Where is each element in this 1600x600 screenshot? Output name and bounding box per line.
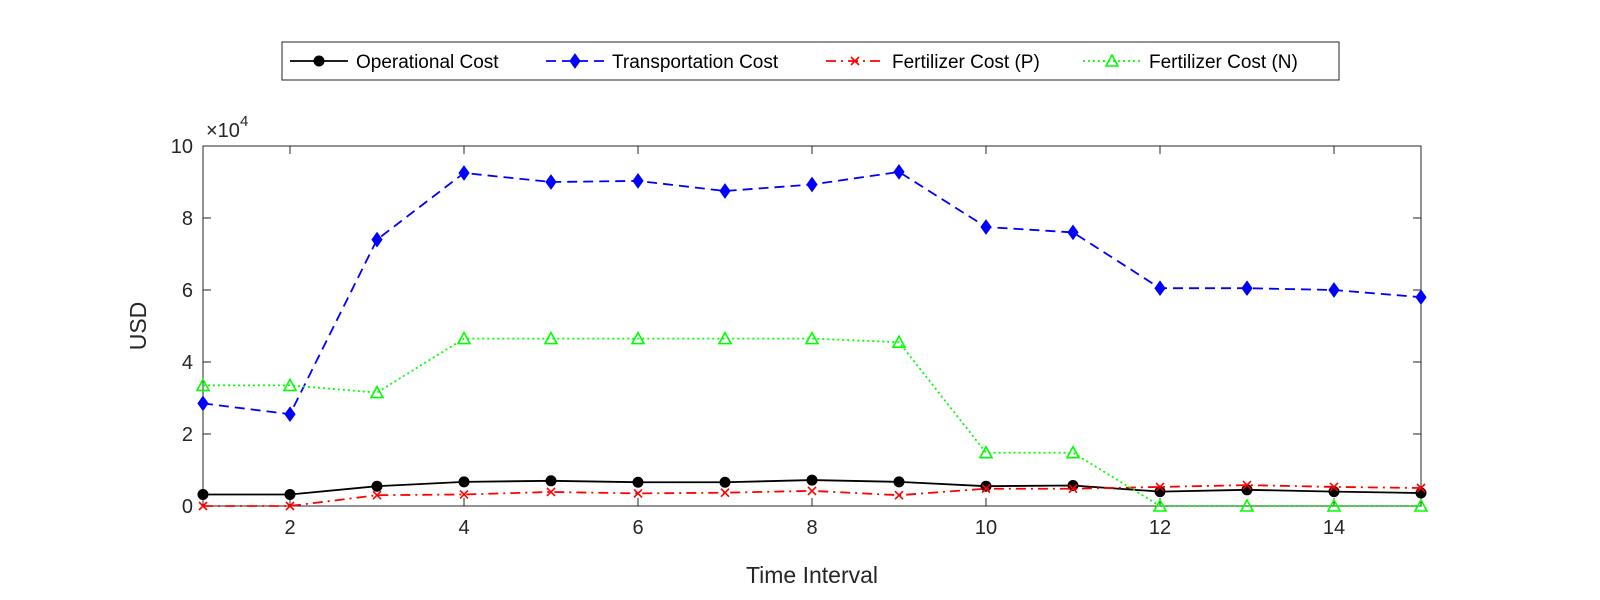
data-point-fertilizer-cost-n (891, 334, 907, 349)
data-point-transportation-cost (458, 165, 470, 181)
data-point-fertilizer-cost-p (546, 487, 556, 497)
plot-area (202, 145, 1422, 507)
legend-marker (569, 53, 581, 69)
data-point-operational-cost (893, 476, 905, 488)
data-point-transportation-cost (980, 219, 992, 235)
data-point-fertilizer-cost-n (195, 377, 211, 392)
x-tick-label: 8 (806, 517, 817, 539)
data-point-fertilizer-cost-p (633, 488, 643, 498)
x-tick-label: 10 (975, 517, 997, 539)
data-point-transportation-cost (719, 183, 731, 199)
x-tick-label: 4 (458, 517, 469, 539)
x-tick-label: 14 (1323, 517, 1345, 539)
y-tick-label: 4 (182, 352, 193, 374)
data-point-transportation-cost (284, 406, 296, 423)
data-point-fertilizer-cost-n (630, 330, 646, 345)
data-point-fertilizer-cost-n (717, 330, 733, 345)
data-point-fertilizer-cost-p (1329, 482, 1339, 492)
legend-box (281, 41, 1340, 81)
data-point-transportation-cost (1154, 280, 1166, 297)
data-point-fertilizer-cost-n (369, 384, 385, 399)
data-point-operational-cost (371, 480, 383, 492)
data-point-fertilizer-cost-n (456, 330, 472, 345)
data-point-transportation-cost (1415, 289, 1427, 306)
data-point-fertilizer-cost-p (372, 490, 382, 500)
data-point-fertilizer-cost-p (807, 486, 817, 496)
legend-marker (1104, 53, 1120, 67)
data-point-fertilizer-cost-p (1155, 482, 1165, 492)
legend-label: Transportation Cost (612, 52, 779, 73)
data-point-transportation-cost (893, 164, 905, 180)
data-point-fertilizer-cost-p (720, 488, 730, 498)
data-point-transportation-cost (1328, 282, 1340, 298)
data-point-fertilizer-cost-n (1065, 445, 1081, 459)
x-tick-label: 12 (1149, 517, 1171, 539)
x-axis-label: Time Interval (746, 562, 878, 588)
data-point-fertilizer-cost-p (198, 501, 208, 511)
data-point-fertilizer-cost-n (804, 330, 820, 345)
data-point-fertilizer-cost-p (1242, 480, 1252, 490)
y-exponent-base: ×10 (206, 120, 240, 142)
data-point-transportation-cost (545, 174, 557, 190)
data-point-fertilizer-cost-n (543, 330, 559, 345)
y-tick-label: 8 (182, 208, 193, 230)
x-tick-label: 2 (284, 517, 295, 539)
data-point-fertilizer-cost-p (1068, 484, 1078, 494)
data-point-transportation-cost (632, 173, 644, 189)
series-transportation-cost (197, 164, 1427, 423)
data-point-transportation-cost (197, 395, 209, 412)
legend-item-fertilizer-cost-n: Fertilizer Cost (N) (1083, 52, 1298, 73)
legend-marker (313, 55, 325, 67)
legend-item-operational-cost: Operational Cost (290, 52, 499, 73)
data-point-operational-cost (719, 476, 731, 488)
series-fertilizer-cost-p (198, 480, 1426, 511)
data-point-fertilizer-cost-p (981, 484, 991, 494)
data-point-operational-cost (632, 476, 644, 488)
x-tick-label: 6 (632, 517, 643, 539)
data-point-fertilizer-cost-n (1413, 498, 1429, 512)
data-point-fertilizer-cost-n (978, 445, 994, 459)
legend-label: Fertilizer Cost (P) (892, 52, 1040, 73)
legend-label: Operational Cost (356, 52, 499, 73)
data-point-fertilizer-cost-p (894, 490, 904, 500)
data-point-fertilizer-cost-p (459, 489, 469, 500)
data-point-operational-cost (806, 474, 818, 486)
data-point-transportation-cost (1241, 280, 1253, 297)
legend-marker (850, 56, 860, 66)
y-exponent-power: 4 (240, 113, 248, 130)
legend: Operational Cost Transportation Cost Ferti… (281, 41, 1340, 81)
data-point-operational-cost (1415, 487, 1427, 499)
data-point-operational-cost (545, 475, 557, 487)
data-point-transportation-cost (1067, 224, 1079, 241)
legend-label: Fertilizer Cost (N) (1149, 52, 1298, 73)
data-point-operational-cost (284, 488, 296, 500)
data-point-fertilizer-cost-p (285, 501, 295, 511)
data-point-transportation-cost (806, 176, 818, 193)
data-point-operational-cost (1328, 486, 1340, 498)
y-axis-label: USD (125, 302, 151, 351)
data-point-operational-cost (458, 476, 470, 488)
data-point-fertilizer-cost-n (1239, 498, 1255, 512)
data-point-operational-cost (1154, 486, 1166, 498)
legend-item-fertilizer-cost-p: Fertilizer Cost (P) (826, 52, 1040, 73)
y-tick-label: 0 (182, 496, 193, 518)
data-point-operational-cost (1241, 484, 1253, 496)
y-tick-label: 6 (182, 280, 193, 302)
data-point-fertilizer-cost-n (1326, 498, 1342, 512)
y-tick-label: 2 (182, 424, 193, 446)
legend-item-transportation-cost: Transportation Cost (546, 52, 779, 73)
data-point-fertilizer-cost-p (1416, 483, 1426, 493)
axis-ticks: 2 4 6 8 10 12 14 0 2 4 6 8 10 (171, 136, 1421, 539)
data-point-fertilizer-cost-n (282, 377, 298, 392)
data-point-fertilizer-cost-n (1152, 498, 1168, 512)
data-point-transportation-cost (371, 231, 383, 248)
series-layer (195, 164, 1429, 512)
series-fertilizer-cost-n (195, 330, 1429, 512)
data-point-operational-cost (197, 488, 209, 500)
y-tick-label: 10 (171, 136, 193, 158)
